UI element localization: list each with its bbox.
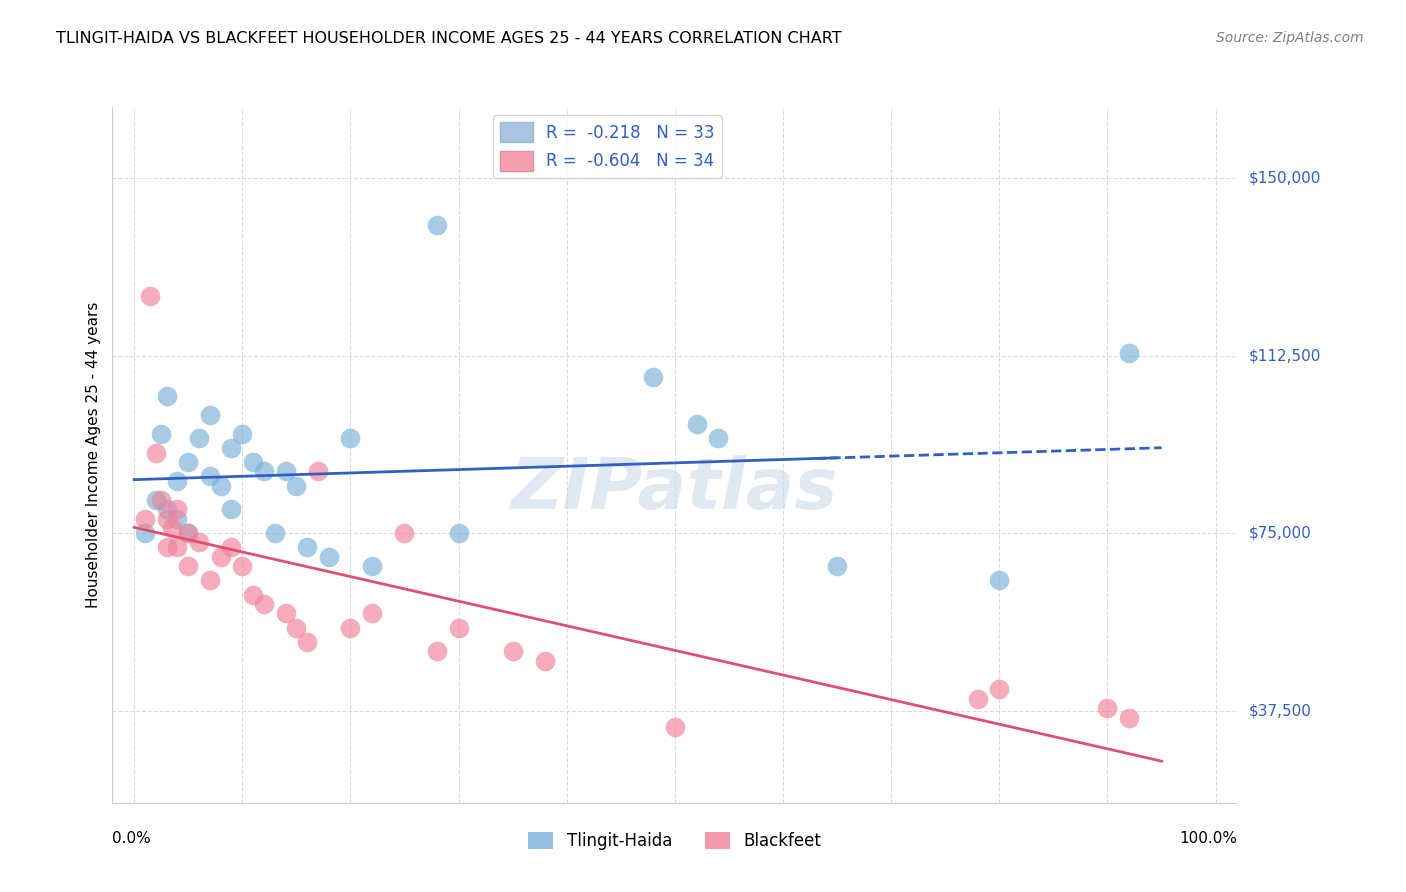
Text: $37,500: $37,500 — [1249, 703, 1312, 718]
Point — [988, 574, 1011, 588]
Point — [177, 526, 200, 541]
Y-axis label: Householder Income Ages 25 - 44 years: Householder Income Ages 25 - 44 years — [86, 301, 101, 608]
Point — [502, 644, 524, 658]
Point — [707, 431, 730, 445]
Point — [150, 426, 173, 441]
Point — [318, 549, 340, 564]
Point — [307, 465, 329, 479]
Text: ZIPatlas: ZIPatlas — [512, 455, 838, 524]
Point — [242, 455, 264, 469]
Point — [285, 621, 308, 635]
Point — [361, 607, 384, 621]
Point — [145, 445, 167, 459]
Point — [1097, 701, 1119, 715]
Text: Source: ZipAtlas.com: Source: ZipAtlas.com — [1216, 31, 1364, 45]
Point — [339, 431, 361, 445]
Point — [166, 502, 188, 516]
Point — [1118, 346, 1140, 360]
Text: $150,000: $150,000 — [1249, 170, 1320, 186]
Point — [274, 607, 297, 621]
Point — [209, 478, 232, 492]
Point — [155, 502, 177, 516]
Point — [447, 621, 470, 635]
Point — [166, 512, 188, 526]
Point — [426, 644, 449, 658]
Point — [339, 621, 361, 635]
Point — [253, 465, 276, 479]
Point — [221, 502, 243, 516]
Point — [155, 540, 177, 554]
Point — [198, 574, 221, 588]
Point — [664, 720, 686, 734]
Point — [295, 540, 318, 554]
Point — [274, 465, 297, 479]
Point — [166, 540, 188, 554]
Point — [685, 417, 707, 432]
Point — [231, 426, 253, 441]
Point — [988, 682, 1011, 697]
Point — [145, 492, 167, 507]
Point — [263, 526, 285, 541]
Point — [643, 369, 665, 384]
Point — [221, 540, 243, 554]
Point — [134, 526, 156, 541]
Point — [966, 691, 988, 706]
Point — [188, 535, 211, 549]
Point — [1118, 710, 1140, 724]
Point — [285, 478, 308, 492]
Text: $75,000: $75,000 — [1249, 525, 1312, 541]
Point — [177, 526, 200, 541]
Point — [221, 441, 243, 455]
Point — [361, 559, 384, 574]
Point — [150, 492, 173, 507]
Point — [253, 597, 276, 611]
Text: $112,500: $112,500 — [1249, 348, 1320, 363]
Legend: Tlingit-Haida, Blackfeet: Tlingit-Haida, Blackfeet — [522, 826, 828, 857]
Point — [198, 408, 221, 422]
Point — [825, 559, 848, 574]
Point — [295, 635, 318, 649]
Point — [209, 549, 232, 564]
Point — [177, 559, 200, 574]
Point — [242, 588, 264, 602]
Point — [155, 512, 177, 526]
Point — [188, 431, 211, 445]
Point — [155, 389, 177, 403]
Point — [447, 526, 470, 541]
Text: TLINGIT-HAIDA VS BLACKFEET HOUSEHOLDER INCOME AGES 25 - 44 YEARS CORRELATION CHA: TLINGIT-HAIDA VS BLACKFEET HOUSEHOLDER I… — [56, 31, 842, 46]
Point — [394, 526, 416, 541]
Point — [160, 521, 183, 535]
Point — [231, 559, 253, 574]
Point — [177, 455, 200, 469]
Text: 0.0%: 0.0% — [112, 830, 152, 846]
Point — [426, 219, 449, 233]
Point — [198, 469, 221, 483]
Point — [134, 512, 156, 526]
Point — [139, 289, 162, 303]
Point — [534, 654, 557, 668]
Text: 100.0%: 100.0% — [1180, 830, 1237, 846]
Point — [166, 474, 188, 488]
